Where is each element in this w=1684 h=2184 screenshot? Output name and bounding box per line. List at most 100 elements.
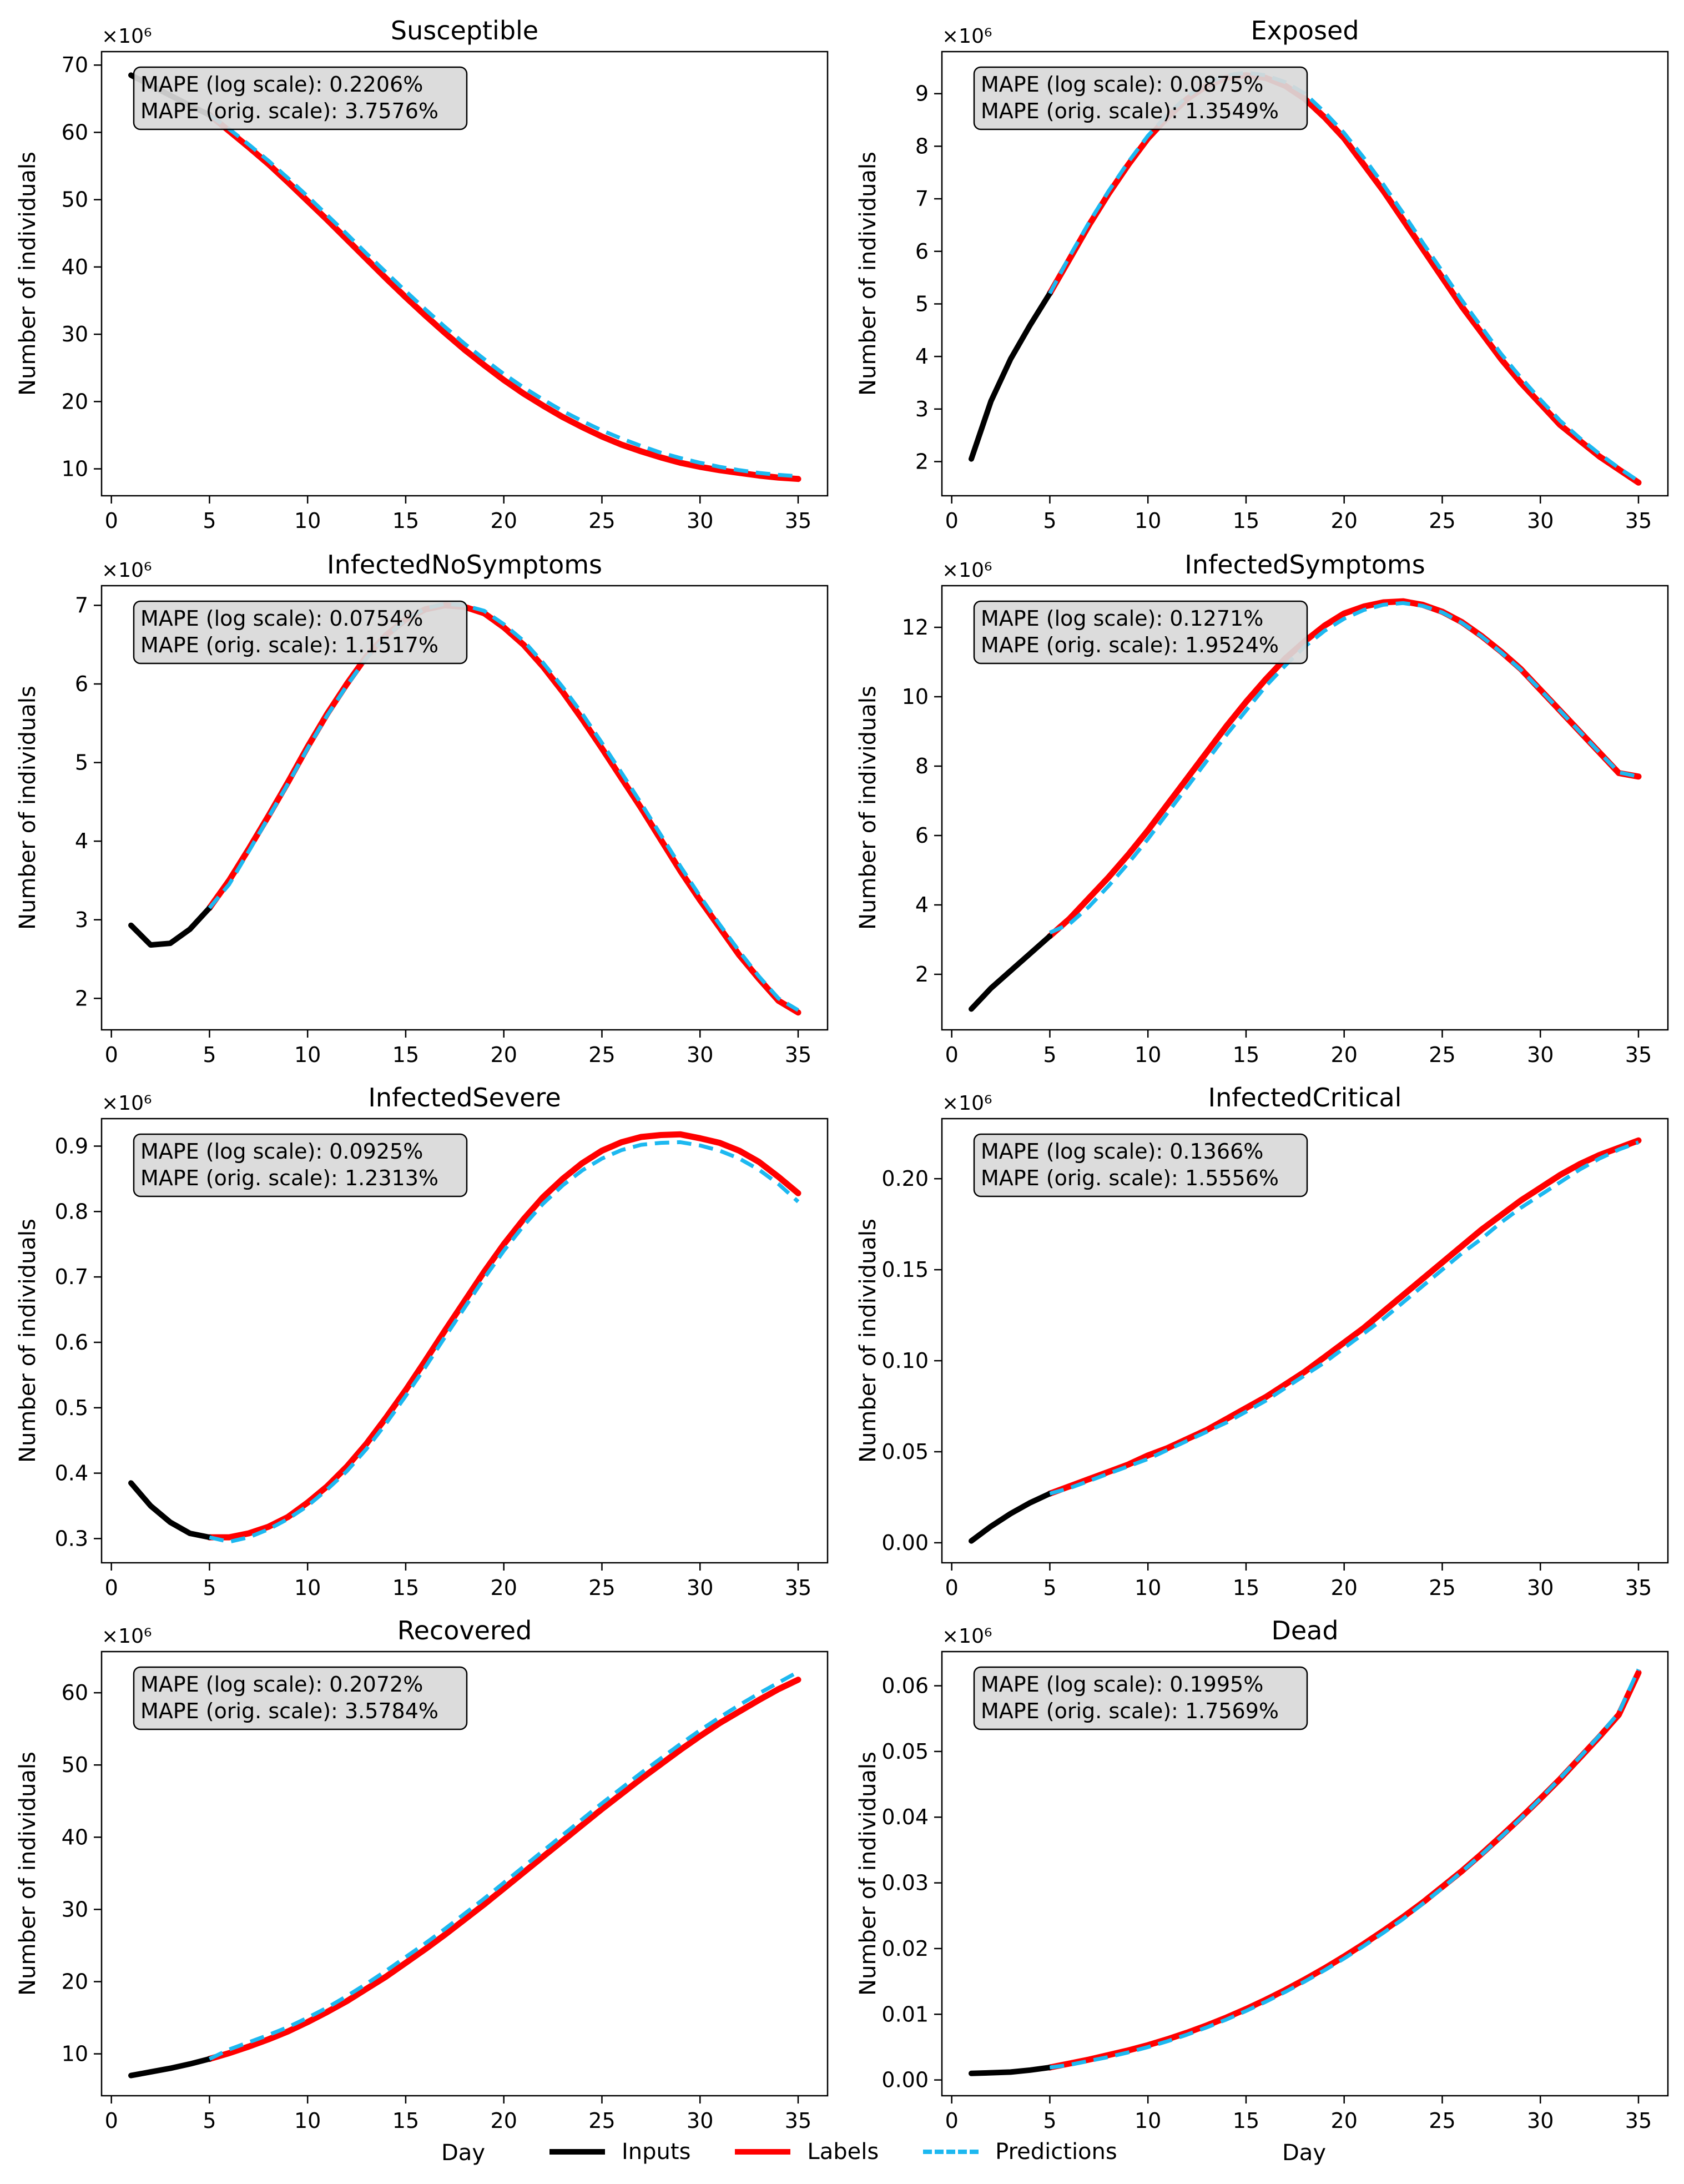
series-line-inputs — [128, 1480, 213, 1541]
x-tick-label: 10 — [1135, 1043, 1161, 1067]
metrics-line: MAPE (log scale): 0.0875% — [981, 72, 1263, 97]
y-tick-label: 7 — [75, 593, 88, 617]
y-tick-label: 0.00 — [881, 1531, 929, 1555]
y-tick-label: 30 — [62, 322, 88, 346]
x-tick-label: 5 — [203, 1576, 216, 1600]
y-tick-label: 4 — [915, 344, 929, 369]
x-tick-label: 35 — [785, 509, 811, 533]
series-line-inputs — [969, 2065, 1053, 2076]
x-tick-label: 10 — [1135, 1576, 1161, 1600]
y-tick-label: 6 — [915, 239, 929, 264]
y-tick-label: 0.05 — [881, 1739, 929, 1764]
x-tick-label: 5 — [203, 1043, 216, 1067]
y-tick-label: 3 — [75, 908, 88, 932]
x-tick-label: 35 — [785, 1576, 811, 1600]
x-tick-label: 0 — [945, 509, 959, 533]
y-tick-label: 10 — [902, 685, 929, 709]
x-tick-label: 30 — [687, 509, 713, 533]
series-line-predictions — [209, 1140, 800, 1544]
metrics-line: MAPE (log scale): 0.0925% — [140, 1139, 423, 1164]
y-scale-label: ×10⁶ — [942, 559, 992, 582]
y-tick-label: 40 — [62, 255, 88, 279]
y-tick-label: 40 — [62, 1825, 88, 1849]
x-tick-label: 15 — [392, 2108, 419, 2133]
y-tick-label: 0.00 — [881, 2068, 929, 2092]
x-tick-label: 15 — [1233, 1576, 1259, 1600]
chart-title: InfectedNoSymptoms — [327, 550, 602, 580]
series-line-labels — [1046, 1137, 1642, 1497]
series-line-predictions — [208, 113, 799, 479]
plot-frame — [941, 1650, 1669, 2097]
series-line-inputs — [128, 2056, 213, 2079]
y-axis-label: Number of individuals — [855, 152, 881, 396]
y-tick-label: 9 — [915, 82, 929, 106]
x-tick-label: 20 — [1331, 1043, 1358, 1067]
metrics-line: MAPE (orig. scale): 1.9524% — [981, 633, 1279, 657]
chart-title: InfectedSevere — [368, 1083, 561, 1113]
series-line-predictions — [1048, 71, 1640, 483]
y-tick-label: 50 — [62, 1753, 88, 1777]
y-axis-label: Number of individuals — [855, 1752, 881, 1996]
x-tick-label: 20 — [1331, 2108, 1358, 2133]
y-tick-label: 50 — [62, 188, 88, 212]
plot-frame — [941, 1118, 1669, 1564]
y-tick-label: 5 — [75, 751, 88, 775]
series-line-labels — [1046, 72, 1642, 486]
series-line-predictions — [208, 602, 799, 1012]
series-line-predictions — [1049, 1140, 1640, 1496]
plot-frame — [941, 585, 1669, 1031]
y-scale-label: ×10⁶ — [942, 1092, 992, 1115]
x-tick-label: 15 — [392, 1576, 419, 1600]
y-tick-label: 2 — [915, 449, 929, 474]
x-tick-label: 0 — [945, 1043, 959, 1067]
x-axis-label-right: Day — [1282, 2140, 1326, 2166]
x-tick-label: 30 — [687, 2108, 713, 2133]
x-tick-label: 35 — [1625, 509, 1652, 533]
x-tick-label: 10 — [294, 509, 321, 533]
x-tick-label: 15 — [1233, 1043, 1259, 1067]
metrics-line: MAPE (orig. scale): 3.7576% — [140, 99, 438, 123]
metrics-box — [973, 1666, 1308, 1730]
legend-label-inputs: Inputs — [622, 2139, 691, 2165]
metrics-box — [133, 66, 468, 130]
metrics-line: MAPE (log scale): 0.1271% — [981, 606, 1263, 631]
y-tick-label: 5 — [915, 291, 929, 316]
y-scale-label: ×10⁶ — [102, 25, 152, 48]
metrics-line: MAPE (orig. scale): 1.1517% — [140, 633, 438, 657]
legend-item-inputs: Inputs — [549, 2139, 690, 2165]
x-tick-label: 0 — [945, 2108, 959, 2133]
y-tick-label: 0.03 — [881, 1871, 929, 1895]
x-tick-label: 5 — [1043, 509, 1056, 533]
x-tick-label: 30 — [687, 1043, 713, 1067]
x-tick-label: 10 — [294, 2108, 321, 2133]
metrics-box — [973, 1133, 1308, 1197]
y-tick-label: 20 — [62, 389, 88, 414]
metrics-line: MAPE (orig. scale): 1.3549% — [981, 99, 1279, 123]
series-line-predictions — [1048, 601, 1639, 935]
x-tick-label: 35 — [1625, 2108, 1652, 2133]
y-tick-label: 2 — [75, 986, 88, 1010]
metrics-line: MAPE (orig. scale): 1.7569% — [981, 1699, 1279, 1723]
x-tick-label: 5 — [1043, 1576, 1056, 1600]
metrics-box — [133, 1133, 468, 1197]
y-scale-label: ×10⁶ — [942, 1625, 992, 1648]
metrics-box — [973, 66, 1308, 130]
chart-title: Exposed — [1251, 16, 1359, 46]
legend-swatch-inputs — [549, 2149, 605, 2155]
y-scale-label: ×10⁶ — [102, 1092, 152, 1115]
x-tick-label: 30 — [687, 1576, 713, 1600]
x-tick-label: 20 — [491, 1576, 517, 1600]
metrics-line: MAPE (orig. scale): 3.5784% — [140, 1699, 438, 1723]
x-tick-label: 0 — [105, 2108, 118, 2133]
y-tick-label: 30 — [62, 1897, 88, 1921]
x-tick-label: 30 — [1527, 1576, 1554, 1600]
panel-susceptible: 0 5 10 15 20 25 30 35 10 20 30 40 50 60 70 Susceptible ×… — [15, 16, 829, 533]
y-tick-label: 3 — [915, 397, 929, 421]
x-tick-label: 25 — [588, 1576, 615, 1600]
x-tick-label: 15 — [392, 1043, 419, 1067]
x-tick-label: 25 — [588, 509, 615, 533]
y-tick-label: 0.6 — [55, 1330, 88, 1355]
y-axis-label: Number of individuals — [15, 1219, 41, 1463]
legend-label-predictions: Predictions — [995, 2139, 1117, 2165]
y-tick-label: 0.5 — [55, 1396, 88, 1420]
